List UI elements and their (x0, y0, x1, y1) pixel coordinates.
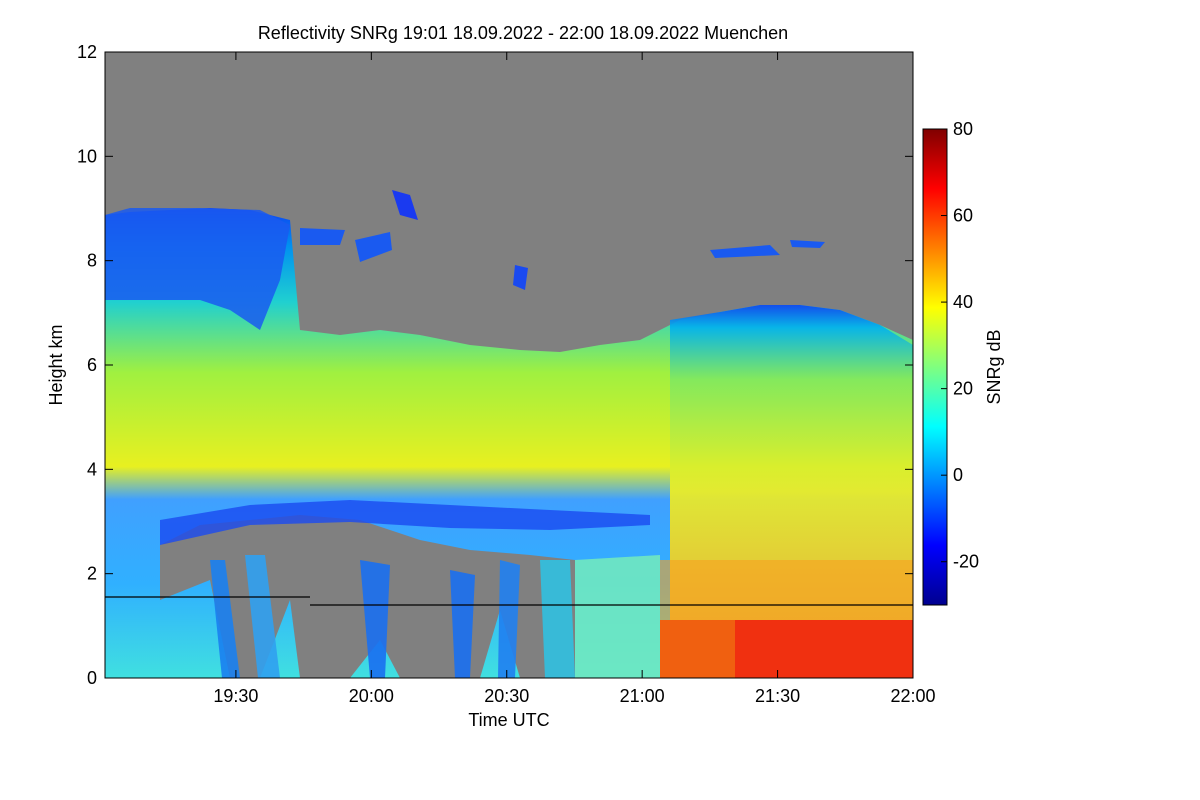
x-axis: 19:30 20:00 20:30 21:00 21:30 22:00 (213, 52, 936, 706)
ice-patch-5 (790, 240, 825, 248)
y-tick-label: 2 (87, 564, 97, 584)
y-axis: 0 2 4 6 8 10 12 (77, 42, 913, 688)
ice-patch-6 (513, 265, 528, 290)
x-tick-label: 21:00 (620, 686, 665, 706)
y-tick-label: 12 (77, 42, 97, 62)
x-tick-label: 20:30 (484, 686, 529, 706)
colorbar-tick-label: -20 (953, 552, 979, 572)
x-tick-label: 21:30 (755, 686, 800, 706)
y-tick-label: 8 (87, 251, 97, 271)
y-tick-label: 0 (87, 668, 97, 688)
colorbar-tick-label: 80 (953, 119, 973, 139)
ice-patch-1 (300, 228, 345, 245)
y-tick-label: 4 (87, 459, 97, 479)
ice-patch-4 (710, 245, 780, 258)
colorbar-tick-label: 0 (953, 465, 963, 485)
ice-patch-2 (355, 232, 392, 262)
rain-streak-1 (210, 560, 240, 678)
rain-streak-6 (540, 560, 575, 678)
x-tick-label: 22:00 (890, 686, 935, 706)
y-tick-label: 6 (87, 355, 97, 375)
plot-area (105, 52, 913, 678)
rain-gradient-band (660, 560, 913, 620)
strong-rain-1 (660, 620, 735, 678)
ice-cloud-left (105, 208, 290, 330)
x-tick-label: 20:00 (349, 686, 394, 706)
x-axis-label: Time UTC (468, 710, 549, 730)
rain-streak-4 (450, 570, 475, 678)
rain-region-mid (575, 555, 660, 678)
rain-streak-3 (360, 560, 390, 678)
colorbar-axis: -20 0 20 40 60 80 (941, 119, 979, 572)
ice-patch-3 (392, 190, 418, 220)
y-tick-label: 10 (77, 146, 97, 166)
melting-layer (160, 500, 650, 545)
chart-title: Reflectivity SNRg 19:01 18.09.2022 - 22:… (258, 23, 788, 43)
x-tick-label: 19:30 (213, 686, 258, 706)
colorbar (922, 128, 948, 606)
y-axis-label: Height km (46, 324, 66, 405)
colorbar-tick-label: 60 (953, 206, 973, 226)
colorbar-tick-label: 20 (953, 379, 973, 399)
colorbar-tick-label: 40 (953, 292, 973, 312)
rain-streak-2 (245, 555, 280, 678)
rain-streak-5 (498, 560, 520, 678)
colorbar-label: SNRg dB (984, 329, 1004, 404)
strong-rain-2 (735, 620, 913, 678)
